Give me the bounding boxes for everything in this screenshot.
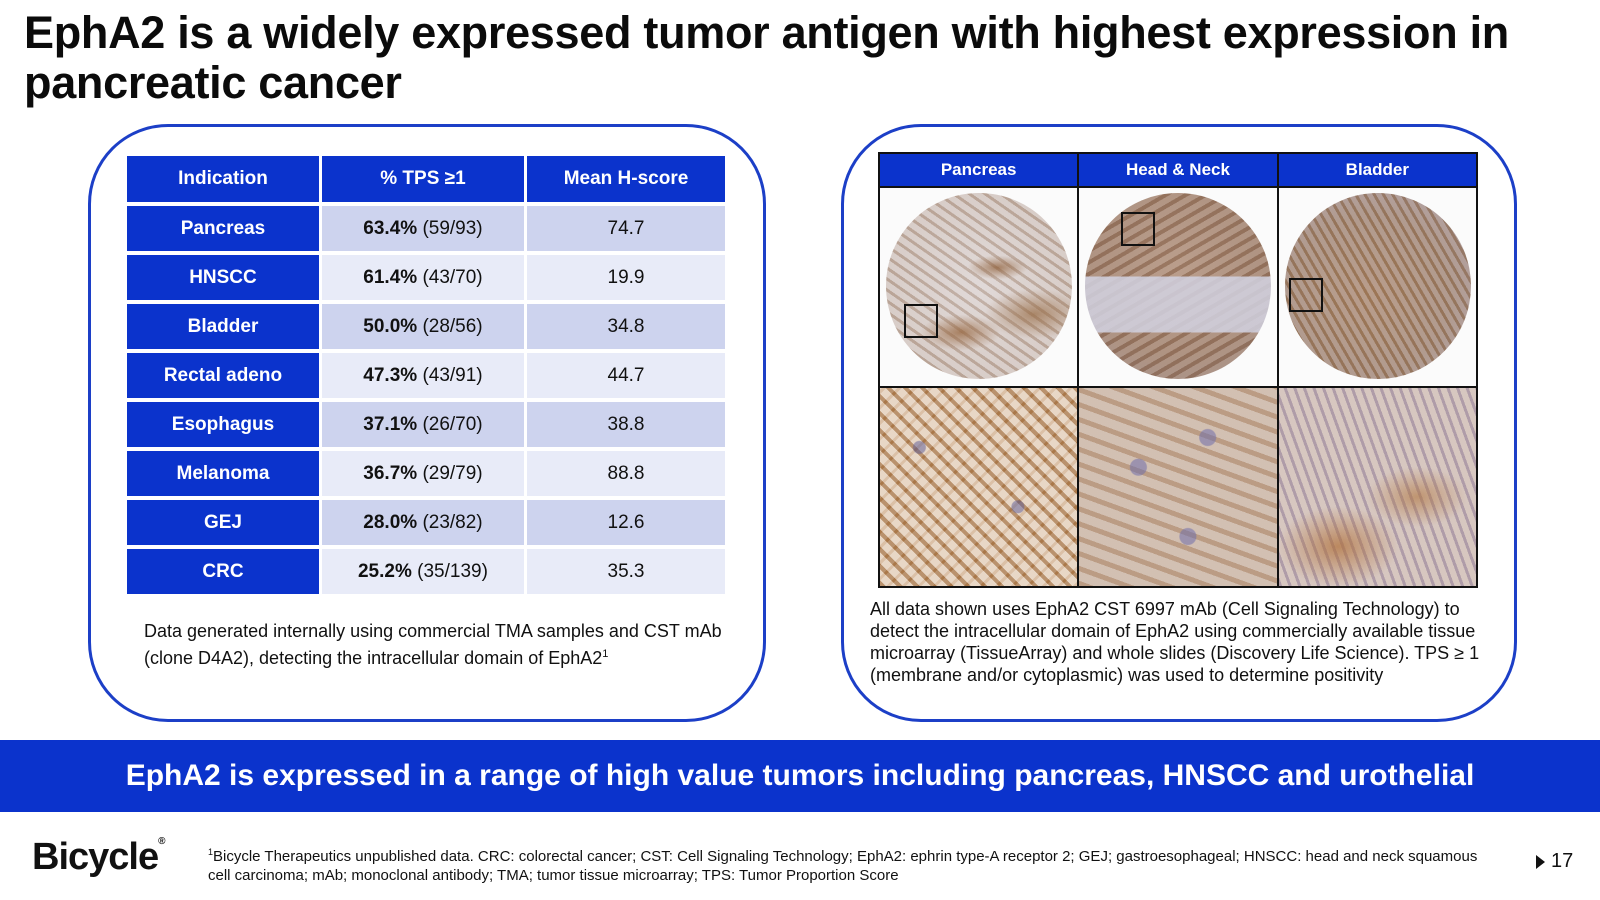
indication-cell: Melanoma bbox=[127, 451, 319, 496]
table-row: Bladder 50.0% (28/56) 34.8 bbox=[127, 304, 725, 349]
image-note: All data shown uses EphA2 CST 6997 mAb (… bbox=[870, 599, 1480, 685]
tps-count: (26/70) bbox=[422, 413, 483, 435]
table-note: Data generated internally using commerci… bbox=[144, 620, 734, 670]
tps-count: (59/93) bbox=[422, 217, 483, 239]
hscore-cell: 34.8 bbox=[526, 304, 725, 349]
table-note-text: Data generated internally using commerci… bbox=[144, 621, 722, 668]
triangle-right-icon bbox=[1536, 854, 1545, 869]
hscore-cell: 12.6 bbox=[526, 500, 725, 545]
indication-cell: Esophagus bbox=[127, 402, 319, 447]
tma-core-bladder bbox=[1278, 188, 1476, 386]
hscore-cell: 88.8 bbox=[526, 451, 725, 496]
header-tps: % TPS ≥1 bbox=[321, 156, 524, 202]
indication-cell: Rectal adeno bbox=[127, 353, 319, 398]
tps-percent: 36.7% bbox=[363, 462, 418, 484]
table-note-sup: 1 bbox=[602, 648, 609, 660]
region-of-interest-box bbox=[1288, 278, 1323, 312]
tma-core-head-neck bbox=[1079, 188, 1277, 386]
table-row: CRC 25.2% (35/139) 35.3 bbox=[127, 549, 725, 594]
region-of-interest-box bbox=[1121, 212, 1156, 246]
tps-percent: 37.1% bbox=[363, 413, 418, 435]
tps-count: (43/91) bbox=[422, 364, 483, 386]
expression-table: Indication % TPS ≥1 Mean H-score Pancrea… bbox=[124, 152, 728, 598]
tps-cell: 25.2% (35/139) bbox=[321, 549, 524, 594]
key-message-banner: EphA2 is expressed in a range of high va… bbox=[0, 740, 1600, 812]
hscore-cell: 35.3 bbox=[526, 549, 725, 594]
column-header-bladder: Bladder bbox=[1278, 154, 1476, 186]
table-row: Melanoma 36.7% (29/79) 88.8 bbox=[127, 451, 725, 496]
tps-percent: 61.4% bbox=[363, 266, 418, 288]
footnote-text: Bicycle Therapeutics unpublished data. C… bbox=[208, 848, 1478, 884]
page-title: EphA2 is a widely expressed tumor antige… bbox=[24, 7, 1509, 108]
indication-cell: Pancreas bbox=[127, 206, 319, 251]
tps-percent: 47.3% bbox=[363, 364, 418, 386]
column-header-head-neck: Head & Neck bbox=[1079, 154, 1277, 186]
hscore-cell: 19.9 bbox=[526, 255, 725, 300]
tps-count: (23/82) bbox=[422, 511, 483, 533]
tps-cell: 37.1% (26/70) bbox=[321, 402, 524, 447]
tps-percent: 25.2% bbox=[357, 560, 412, 582]
logo-text: Bicycle bbox=[32, 836, 159, 878]
hscore-cell: 38.8 bbox=[526, 402, 725, 447]
zoom-image-bladder bbox=[1278, 388, 1476, 586]
indication-cell: HNSCC bbox=[127, 255, 319, 300]
header-indication: Indication bbox=[127, 156, 319, 202]
tps-count: (28/56) bbox=[422, 315, 483, 337]
tps-percent: 63.4% bbox=[363, 217, 418, 239]
indication-cell: CRC bbox=[127, 549, 319, 594]
zoom-image-pancreas bbox=[880, 388, 1078, 586]
table-row: Rectal adeno 47.3% (43/91) 44.7 bbox=[127, 353, 725, 398]
indication-cell: Bladder bbox=[127, 304, 319, 349]
footnote: 1Bicycle Therapeutics unpublished data. … bbox=[208, 843, 1478, 885]
tps-percent: 28.0% bbox=[363, 511, 418, 533]
bicycle-logo: Bicycle® bbox=[32, 836, 165, 879]
registered-mark: ® bbox=[158, 836, 166, 847]
tps-cell: 28.0% (23/82) bbox=[321, 500, 524, 545]
table-row: Esophagus 37.1% (26/70) 38.8 bbox=[127, 402, 725, 447]
footnote-sup: 1 bbox=[208, 847, 214, 857]
page-number: 17 bbox=[1536, 850, 1573, 873]
hscore-cell: 44.7 bbox=[526, 353, 725, 398]
hscore-cell: 74.7 bbox=[526, 206, 725, 251]
tps-cell: 63.4% (59/93) bbox=[321, 206, 524, 251]
page-number-text: 17 bbox=[1551, 850, 1574, 872]
indication-cell: GEJ bbox=[127, 500, 319, 545]
ihc-image-grid: Pancreas Head & Neck Bladder bbox=[878, 152, 1478, 588]
tps-count: (29/79) bbox=[422, 462, 483, 484]
header-hscore: Mean H-score bbox=[526, 156, 725, 202]
tps-cell: 61.4% (43/70) bbox=[321, 255, 524, 300]
column-header-pancreas: Pancreas bbox=[880, 154, 1078, 186]
tissue-core-image bbox=[886, 193, 1072, 379]
tps-cell: 47.3% (43/91) bbox=[321, 353, 524, 398]
tps-percent: 50.0% bbox=[363, 315, 418, 337]
tps-cell: 50.0% (28/56) bbox=[321, 304, 524, 349]
tissue-core-image bbox=[1284, 193, 1471, 379]
tma-core-pancreas bbox=[880, 188, 1078, 386]
region-of-interest-box bbox=[904, 304, 938, 338]
tps-count: (43/70) bbox=[422, 266, 483, 288]
table-row: GEJ 28.0% (23/82) 12.6 bbox=[127, 500, 725, 545]
table-header-row: Indication % TPS ≥1 Mean H-score bbox=[127, 156, 725, 202]
table-row: HNSCC 61.4% (43/70) 19.9 bbox=[127, 255, 725, 300]
table-row: Pancreas 63.4% (59/93) 74.7 bbox=[127, 206, 725, 251]
tps-count: (35/139) bbox=[417, 560, 488, 582]
tps-cell: 36.7% (29/79) bbox=[321, 451, 524, 496]
tissue-core-image bbox=[1085, 193, 1272, 379]
zoom-image-head-neck bbox=[1079, 388, 1277, 586]
